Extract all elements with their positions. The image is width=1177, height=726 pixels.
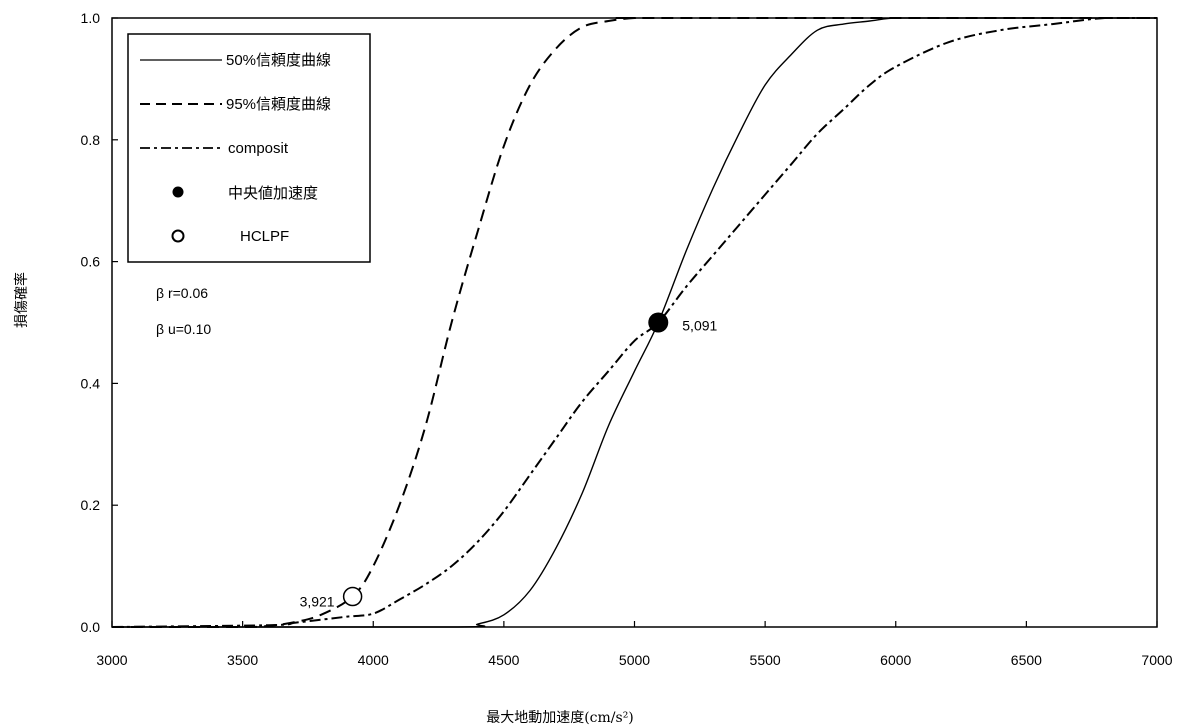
y-tick-label: 0.2 [81, 497, 101, 513]
median-marker [648, 312, 669, 333]
beta-r-label: β r=0.06 [156, 285, 208, 301]
x-tick-label: 4000 [358, 652, 389, 668]
y-tick-label: 1.0 [81, 10, 101, 26]
series-line-dashdot [111, 17, 1157, 628]
x-tick-label: 5000 [619, 652, 650, 668]
y-tick-label: 0.6 [81, 254, 101, 270]
median-value-label: 5,091 [682, 318, 717, 334]
data-series [111, 16, 1157, 629]
y-axis-label: 損傷確率 [13, 272, 30, 328]
legend-label-50: 50%信頼度曲線 [226, 52, 331, 69]
legend-label-composit: composit [228, 140, 289, 157]
x-tick-label: 7000 [1141, 652, 1172, 668]
legend-marker-hclpf [171, 229, 185, 243]
legend-marker-median [172, 186, 184, 198]
x-axis-ticks: 3000 3500 4000 4500 5000 5500 6000 6500 7000 [96, 621, 1173, 668]
series-line-dashed [112, 16, 1157, 629]
y-tick-label: 0.8 [81, 132, 101, 148]
legend-label-hclpf: HCLPF [240, 228, 289, 245]
hclpf-value-label: 3,921 [300, 594, 335, 610]
beta-u-label: β u=0.10 [156, 321, 211, 337]
x-tick-label: 3000 [96, 652, 127, 668]
x-tick-label: 6000 [880, 652, 911, 668]
y-tick-label: 0.0 [81, 619, 101, 635]
legend-label-95: 95%信頼度曲線 [226, 96, 331, 113]
x-tick-label: 6500 [1011, 652, 1042, 668]
x-axis-label: 最大地動加速度(cm/s²) [486, 710, 634, 726]
x-tick-label: 5500 [750, 652, 781, 668]
x-tick-label: 3500 [227, 652, 258, 668]
y-tick-label: 0.4 [81, 375, 101, 391]
y-axis-ticks: 0.0 0.2 0.4 0.6 0.8 1.0 [81, 10, 118, 635]
legend-label-median: 中央値加速度 [228, 185, 318, 202]
hclpf-marker [342, 586, 363, 607]
x-tick-label: 4500 [488, 652, 519, 668]
series-line-solid [112, 17, 1157, 628]
data-points: 5,091 3,921 [300, 312, 718, 610]
legend: 50%信頼度曲線 95%信頼度曲線 composit 中央値加速度 HCLPF [127, 33, 371, 263]
